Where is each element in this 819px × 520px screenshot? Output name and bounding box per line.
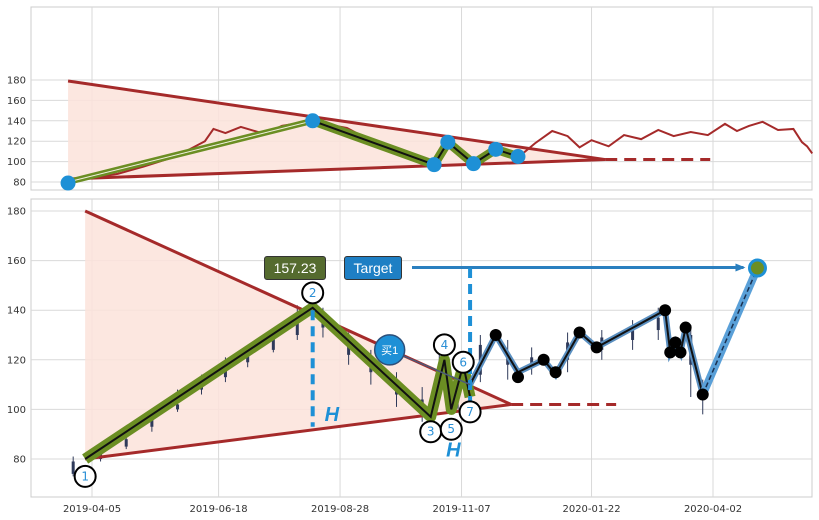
top-pivot-point bbox=[465, 156, 481, 172]
x-tick-label: 2020-04-02 bbox=[684, 504, 742, 515]
wave-label-circle bbox=[301, 281, 325, 305]
breakout-point bbox=[659, 304, 672, 317]
breakout-point bbox=[489, 329, 502, 341]
candle-body bbox=[246, 354, 250, 363]
top-pivot-point bbox=[60, 175, 76, 191]
wave-label-circle bbox=[73, 464, 97, 488]
wave-label-text: 1 bbox=[81, 469, 89, 483]
x-tick-label: 2019-08-28 bbox=[311, 504, 369, 515]
top-y-tick-label: 120 bbox=[7, 137, 26, 148]
candle-body bbox=[150, 419, 154, 427]
price-box-text: 157.23 bbox=[273, 260, 317, 276]
candle-body bbox=[271, 337, 275, 350]
candle-body bbox=[71, 461, 75, 474]
wave-label-text: 4 bbox=[441, 338, 449, 352]
x-tick-label: 2020-01-22 bbox=[562, 504, 620, 515]
x-tick-label: 2019-04-05 bbox=[63, 504, 121, 515]
top-upper-trendline bbox=[67, 79, 606, 162]
target-point bbox=[747, 258, 767, 278]
bottom-y-tick-label: 100 bbox=[7, 405, 26, 416]
top-pivot-point bbox=[488, 141, 504, 157]
breakout-point bbox=[590, 341, 603, 354]
top-y-tick-label: 140 bbox=[7, 116, 26, 127]
wave-label-circle bbox=[451, 350, 475, 374]
x-tick-label: 2019-11-07 bbox=[432, 504, 490, 515]
bottom-lower-trendline bbox=[84, 402, 512, 461]
x-tick-label: 2019-06-18 bbox=[190, 504, 248, 515]
price-box: 157.23 bbox=[264, 256, 326, 280]
target-box: Target bbox=[344, 256, 402, 280]
buy-marker-label: 买1 bbox=[381, 344, 398, 357]
height-label-2: H bbox=[446, 439, 461, 461]
top-y-tick-label: 100 bbox=[7, 157, 26, 168]
candle-body bbox=[124, 439, 128, 447]
wave-label-text: 2 bbox=[309, 286, 317, 300]
target-arrow-head bbox=[735, 263, 746, 272]
breakout-point bbox=[549, 366, 562, 379]
breakout-point bbox=[674, 346, 687, 359]
top-pivot-point bbox=[426, 157, 442, 173]
height-label-1: H bbox=[325, 404, 340, 426]
top-pivot-point bbox=[305, 113, 321, 129]
breakout-point bbox=[573, 326, 586, 339]
buy-marker bbox=[373, 334, 406, 366]
wave-label-circle bbox=[432, 333, 456, 357]
bottom-y-tick-label: 80 bbox=[13, 455, 26, 466]
bottom-y-tick-label: 140 bbox=[7, 306, 26, 317]
target-box-text: Target bbox=[353, 260, 393, 276]
bottom-y-tick-label: 120 bbox=[7, 355, 26, 366]
breakout-point bbox=[669, 336, 682, 349]
bottom-y-tick-label: 160 bbox=[7, 256, 26, 267]
candle-body bbox=[176, 404, 180, 410]
wave-label-text: 7 bbox=[466, 405, 474, 419]
wave-label-text: 3 bbox=[427, 425, 435, 439]
breakout-point bbox=[664, 346, 677, 359]
target-line bbox=[702, 267, 759, 395]
candle-body bbox=[295, 315, 299, 335]
top-rising-trend-core bbox=[67, 120, 313, 183]
wave-label-text: 5 bbox=[447, 422, 455, 436]
top-y-tick-label: 80 bbox=[13, 178, 26, 189]
top-y-tick-label: 180 bbox=[7, 76, 26, 87]
wave-label-circle bbox=[439, 417, 463, 441]
bottom-y-tick-label: 180 bbox=[7, 207, 26, 218]
breakout-point bbox=[511, 371, 524, 384]
wave-label-text: 6 bbox=[459, 355, 467, 369]
top-pivot-point bbox=[510, 149, 526, 164]
top-pivot-point bbox=[440, 134, 456, 150]
candle-body bbox=[631, 327, 635, 340]
breakout-point bbox=[696, 388, 709, 401]
candle-body bbox=[530, 357, 534, 365]
breakout-point bbox=[537, 353, 550, 366]
top-y-tick-label: 160 bbox=[7, 96, 26, 107]
candle-body bbox=[656, 317, 660, 331]
wave-label-circle bbox=[458, 400, 482, 424]
breakout-point bbox=[679, 321, 692, 334]
